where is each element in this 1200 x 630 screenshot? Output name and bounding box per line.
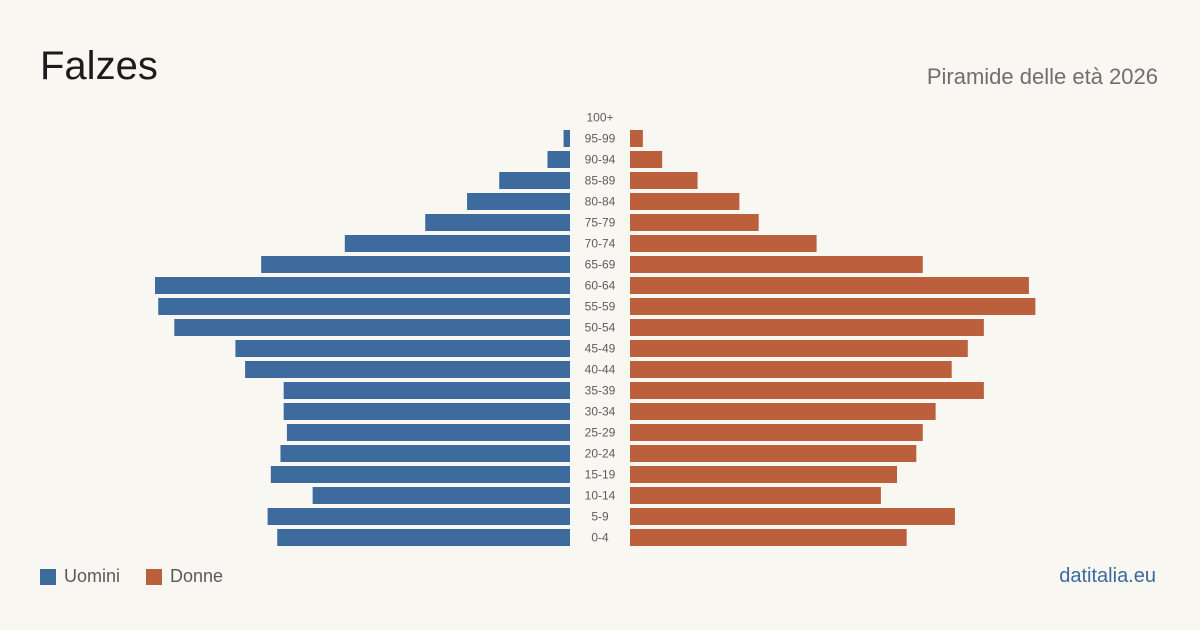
chart-subtitle: Piramide delle età 2026 bbox=[926, 64, 1158, 89]
age-label-60-64: 60-64 bbox=[585, 279, 616, 293]
legend: Uomini Donne bbox=[40, 566, 249, 587]
legend-item-women: Donne bbox=[146, 566, 223, 587]
bar-men-45-49 bbox=[235, 340, 570, 357]
bar-men-15-19 bbox=[270, 466, 570, 483]
legend-swatch-women bbox=[146, 568, 163, 585]
bar-men-90-94 bbox=[547, 151, 570, 168]
bar-women-75-79 bbox=[630, 214, 759, 231]
bar-women-45-49 bbox=[630, 340, 968, 357]
bar-men-50-54 bbox=[174, 319, 571, 336]
age-label-30-34: 30-34 bbox=[585, 405, 616, 419]
bar-women-25-29 bbox=[630, 424, 923, 441]
bar-women-95-99 bbox=[630, 130, 643, 147]
bar-women-85-89 bbox=[630, 172, 698, 189]
age-label-25-29: 25-29 bbox=[585, 426, 616, 440]
bar-men-30-34 bbox=[283, 403, 570, 420]
legend-label-men: Uomini bbox=[64, 566, 121, 586]
age-label-90-94: 90-94 bbox=[585, 153, 616, 167]
chart-title: Falzes bbox=[40, 44, 158, 88]
legend-item-men: Uomini bbox=[40, 566, 120, 587]
bar-women-20-24 bbox=[630, 445, 917, 462]
bar-men-75-79 bbox=[425, 214, 570, 231]
bar-men-40-44 bbox=[245, 361, 570, 378]
bar-men-80-84 bbox=[467, 193, 570, 210]
bar-women-35-39 bbox=[630, 382, 984, 399]
bar-men-35-39 bbox=[283, 382, 570, 399]
bar-men-10-14 bbox=[312, 487, 570, 504]
bar-men-65-69 bbox=[261, 256, 570, 273]
age-label-5-9: 5-9 bbox=[591, 510, 609, 524]
age-label-35-39: 35-39 bbox=[585, 384, 616, 398]
bar-women-0-4 bbox=[630, 529, 907, 546]
bar-women-65-69 bbox=[630, 256, 923, 273]
bar-women-10-14 bbox=[630, 487, 881, 504]
bar-women-15-19 bbox=[630, 466, 898, 483]
age-label-100+: 100+ bbox=[586, 111, 613, 125]
bar-men-70-74 bbox=[344, 235, 570, 252]
age-label-55-59: 55-59 bbox=[585, 300, 616, 314]
bar-women-55-59 bbox=[630, 298, 1036, 315]
age-label-70-74: 70-74 bbox=[585, 237, 616, 251]
bar-men-0-4 bbox=[277, 529, 570, 546]
legend-label-women: Donne bbox=[170, 566, 224, 586]
bar-women-80-84 bbox=[630, 193, 740, 210]
age-label-50-54: 50-54 bbox=[585, 321, 616, 335]
bar-men-60-64 bbox=[155, 277, 570, 294]
bar-women-5-9 bbox=[630, 508, 955, 525]
age-label-40-44: 40-44 bbox=[585, 363, 616, 377]
bar-men-20-24 bbox=[280, 445, 570, 462]
age-label-95-99: 95-99 bbox=[585, 132, 616, 146]
bar-women-60-64 bbox=[630, 277, 1029, 294]
bar-women-70-74 bbox=[630, 235, 817, 252]
age-label-75-79: 75-79 bbox=[585, 216, 616, 230]
age-label-80-84: 80-84 bbox=[585, 195, 616, 209]
age-label-10-14: 10-14 bbox=[585, 489, 616, 503]
bar-men-25-29 bbox=[286, 424, 570, 441]
age-label-45-49: 45-49 bbox=[585, 342, 616, 356]
bar-women-40-44 bbox=[630, 361, 952, 378]
age-label-85-89: 85-89 bbox=[585, 174, 616, 188]
age-label-0-4: 0-4 bbox=[591, 531, 609, 545]
bar-men-95-99 bbox=[563, 130, 570, 147]
bar-women-50-54 bbox=[630, 319, 984, 336]
age-label-20-24: 20-24 bbox=[585, 447, 616, 461]
bar-men-85-89 bbox=[499, 172, 570, 189]
age-label-15-19: 15-19 bbox=[585, 468, 616, 482]
bar-women-90-94 bbox=[630, 151, 663, 168]
source-link[interactable]: datitalia.eu bbox=[1059, 565, 1156, 587]
legend-swatch-men bbox=[40, 568, 56, 585]
bar-women-30-34 bbox=[630, 403, 936, 420]
bar-men-5-9 bbox=[267, 508, 570, 525]
age-label-65-69: 65-69 bbox=[585, 258, 616, 272]
bar-men-55-59 bbox=[158, 298, 571, 315]
